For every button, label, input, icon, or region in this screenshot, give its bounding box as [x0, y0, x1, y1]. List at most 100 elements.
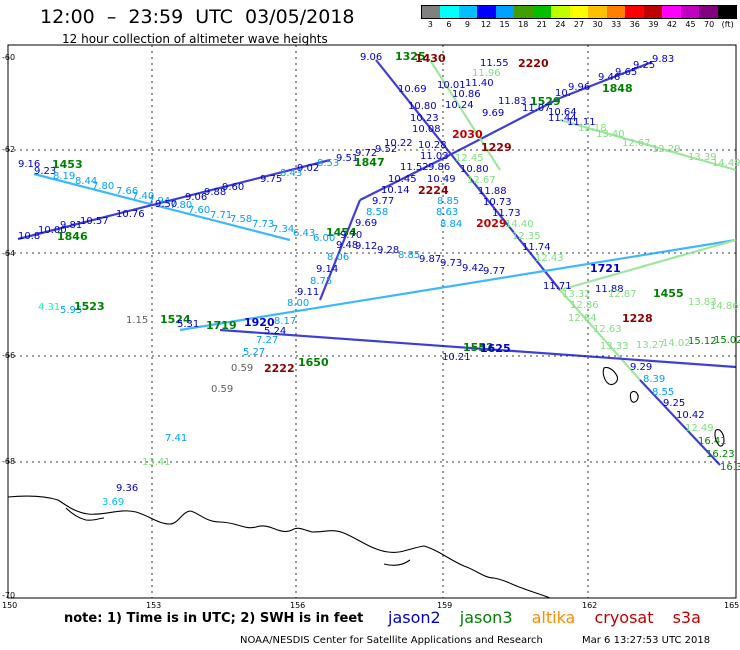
wave-height-label: 9.50 [155, 199, 177, 210]
wave-height-label: 11.96 [472, 68, 501, 79]
track [17, 158, 331, 241]
color-swatch [625, 6, 644, 18]
wave-height-label: 12.35 [512, 231, 541, 242]
wave-height-label: 7.73 [252, 219, 274, 230]
color-scale-label: 45 [685, 20, 696, 29]
wave-height-label: 0.59 [231, 363, 253, 374]
pass-time-label: 1529 [530, 95, 561, 108]
wave-height-label: 9.83 [652, 54, 674, 65]
color-swatch [551, 6, 570, 18]
pass-time-label: 2222 [264, 362, 295, 375]
wave-height-label: 12.43 [535, 253, 564, 264]
lat-label: -66 [2, 351, 15, 360]
lon-label: 159 [437, 601, 452, 610]
generation-timestamp: Mar 6 13:27:53 UTC 2018 [582, 635, 711, 646]
wave-height-label: 8.17 [274, 316, 296, 327]
wave-height-label: 8.39 [643, 374, 665, 385]
color-scale-label: 9 [464, 20, 471, 29]
pass-time-label: 1229 [481, 141, 512, 154]
wave-height-label: 9.65 [615, 67, 637, 78]
wave-height-label: 13.83 [688, 297, 717, 308]
track [318, 199, 362, 301]
legend-s3a: s3a [672, 608, 701, 627]
pass-time-label: 1625 [480, 342, 511, 355]
wave-height-label: 7.80 [170, 200, 192, 211]
page-title: 12:00 – 23:59 UTC 03/05/2018 [40, 6, 355, 28]
color-scale-label: 3 [427, 20, 433, 29]
pass-time-label: 1228 [622, 312, 653, 325]
island [602, 366, 618, 385]
lon-label: 156 [290, 601, 305, 610]
wave-height-label: 12.84 [568, 313, 597, 324]
track [219, 328, 737, 369]
wave-height-label: 10.42 [676, 410, 705, 421]
wave-height-label: 8.55 [652, 387, 674, 398]
wave-height-label: 9.81 [60, 220, 82, 231]
wave-height-label: 9.60 [222, 182, 244, 193]
pass-time-label: 2224 [418, 184, 449, 197]
pass-time-label: 1920 [244, 316, 275, 329]
wave-height-label: 10. [555, 88, 571, 99]
color-scale-label: 30 [592, 20, 603, 29]
wave-height-label: 4.31 [38, 302, 60, 313]
wave-height-label: 16.41 [698, 436, 727, 447]
color-scale-labels: 3 6 9 12 15 18 21 24 27 30 33 36 39 42 45 70 (ft) [421, 20, 737, 32]
wave-height-label: 13.32 [562, 289, 591, 300]
track [429, 59, 501, 171]
color-scale-label: 27 [573, 20, 585, 29]
lat-label: -60 [2, 53, 15, 62]
pass-time-label: 1524 [160, 313, 191, 326]
lat-label: -64 [2, 249, 15, 258]
color-swatch [495, 6, 515, 18]
satellite-tracks [17, 59, 737, 466]
color-scale-label: 18 [518, 20, 529, 29]
color-scale-label: 24 [555, 20, 566, 29]
wave-height-label: 7.40 [132, 191, 154, 202]
antarctic-inlet [65, 507, 105, 521]
wave-height-label: 12.29 [652, 144, 681, 155]
wave-height-label: 10.86 [452, 89, 481, 100]
wave-height-label: 8.53 [317, 158, 339, 169]
wave-height-label: 12.86 [570, 300, 599, 311]
wave-height-label: 7.94 [148, 196, 170, 207]
island [629, 390, 639, 403]
footer-note: note: 1) Time is in UTC; 2) SWH is in fe… [64, 611, 364, 626]
page-subtitle: 12 hour collection of altimeter wave hei… [62, 32, 328, 46]
wave-height-label: 11.88 [595, 284, 624, 295]
wave-height-label: 5.95 [60, 305, 82, 316]
lat-label: -70 [2, 591, 15, 600]
color-swatch [699, 6, 718, 18]
wave-height-label: 10.08 [412, 124, 441, 135]
wave-height-label: 7.27 [256, 335, 278, 346]
color-swatch [588, 6, 607, 18]
color-swatch [477, 6, 496, 18]
island [714, 429, 725, 447]
wave-height-label: 12.49 [685, 423, 714, 434]
wave-height-label: 9.23 [34, 166, 56, 177]
wave-height-label: 14.86 [710, 301, 739, 312]
pass-time-label: 1430 [415, 52, 446, 65]
color-swatch [717, 6, 736, 18]
wave-height-label: 3.69 [102, 497, 124, 508]
pass-time-label: 1552 [463, 341, 494, 354]
lat-label: -68 [2, 457, 15, 466]
wave-height-label: 12.67 [622, 138, 651, 149]
wave-height-label: 13.33 [600, 341, 629, 352]
color-scale-label: 70 [704, 20, 715, 29]
wave-height-label: 10.00 [38, 225, 67, 236]
color-scale-bar [421, 5, 737, 19]
wave-height-label: 7.71 [210, 210, 232, 221]
wave-height-label: 10.24 [445, 100, 474, 111]
antarctic-coastline [7, 495, 551, 599]
color-scale-label: 33 [611, 20, 622, 29]
wave-height-label: 11.44 [548, 113, 577, 124]
wave-height-label: 11.07 [522, 103, 551, 114]
wave-height-label: 10.14 [381, 185, 410, 196]
wave-height-label: 9.51 [336, 153, 358, 164]
credit-line: NOAA/NESDIS Center for Satellite Applica… [240, 635, 543, 646]
wave-height-label: 12.63 [593, 324, 622, 335]
wave-height-label: 5.27 [243, 347, 265, 358]
wave-height-label: 1.15 [126, 315, 148, 326]
wave-height-label: 10.73 [483, 197, 512, 208]
wave-height-label: 8.00 [287, 298, 309, 309]
